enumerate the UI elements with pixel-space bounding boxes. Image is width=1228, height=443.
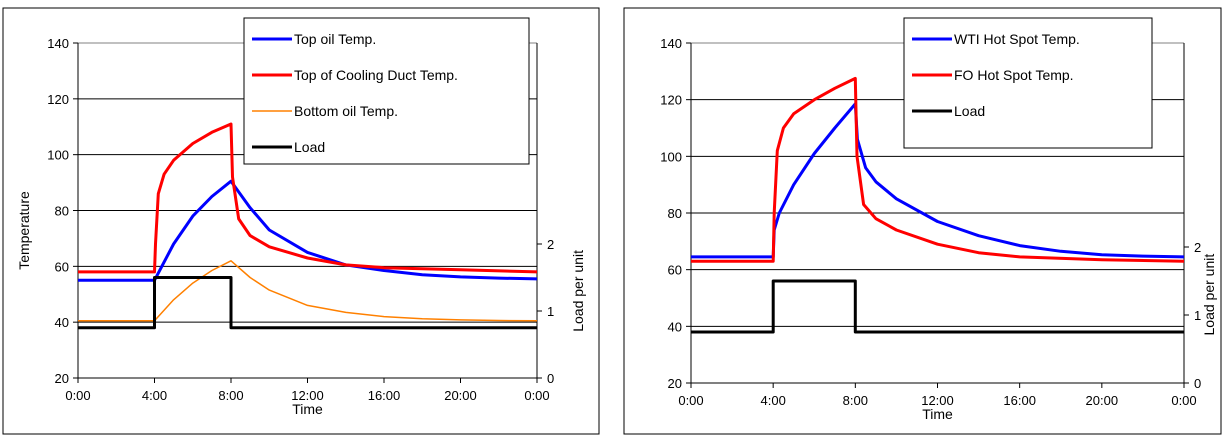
x-tick-label: 12:00: [291, 388, 324, 403]
legend-label: Top oil Temp.: [294, 31, 376, 47]
y-tick-label: 140: [660, 36, 682, 51]
legend-label: Load: [954, 103, 985, 119]
series-line: [78, 260, 538, 322]
y2-tick-label: 2: [547, 237, 554, 252]
y-tick-label: 60: [668, 263, 682, 278]
legend-label: Bottom oil Temp.: [294, 103, 398, 119]
x-tick-label: 0:00: [678, 393, 703, 408]
x-tick-label: 4:00: [761, 393, 786, 408]
y2-tick-label: 1: [547, 304, 554, 319]
x-tick-label: 4:00: [142, 388, 167, 403]
x-axis-title: Time: [292, 401, 323, 417]
y2-tick-label: 1: [1194, 308, 1201, 323]
legend-label: FO Hot Spot Temp.: [954, 67, 1074, 83]
x-tick-label: 16:00: [368, 388, 401, 403]
y-tick-label: 80: [55, 204, 69, 219]
y-tick-label: 40: [55, 315, 69, 330]
series-line: [691, 76, 1185, 263]
y-tick-label: 100: [660, 149, 682, 164]
series-line: [691, 279, 1184, 334]
series-line: [78, 179, 538, 282]
y-tick-label: 140: [47, 36, 69, 51]
legend-box: [243, 17, 530, 165]
y-tick-label: 40: [668, 319, 682, 334]
y2-tick-label: 0: [547, 371, 554, 386]
y-tick-label: 20: [55, 371, 69, 386]
y-tick-label: 20: [668, 376, 682, 391]
x-tick-label: 0:00: [524, 388, 549, 403]
y-tick-label: 60: [55, 259, 69, 274]
x-tick-label: 8:00: [218, 388, 243, 403]
y-tick-label: 100: [47, 148, 69, 163]
y-tick-label: 120: [660, 93, 682, 108]
y-axis-title: Temperature: [16, 191, 32, 270]
legend-label: WTI Hot Spot Temp.: [954, 31, 1080, 47]
series-line: [78, 276, 537, 330]
x-tick-label: 20:00: [444, 388, 477, 403]
series-line: [78, 122, 538, 274]
y-tick-label: 80: [668, 206, 682, 221]
series-line: [691, 102, 1185, 259]
y2-axis-title: Load per unit: [1201, 254, 1217, 336]
chart-panel-left: 20 40 60 80 100 120 140 0 1 2 0:00 4:00 8:00 12:00 16:…: [0, 0, 606, 438]
y2-tick-label: 2: [1194, 240, 1201, 255]
x-tick-label: 20:00: [1086, 393, 1119, 408]
legend-label: Load: [294, 139, 325, 155]
chart-panel-right: 20 40 60 80 100 120 140 0 1 2 0:00 4:00 8:00 12:00 16:…: [614, 0, 1228, 438]
x-tick-label: 16:00: [1003, 393, 1036, 408]
x-tick-label: 0:00: [65, 388, 90, 403]
x-tick-label: 0:00: [1171, 393, 1196, 408]
y2-axis-title: Load per unit: [570, 250, 586, 332]
x-tick-label: 12:00: [921, 393, 954, 408]
x-tick-label: 8:00: [843, 393, 868, 408]
y-tick-label: 120: [47, 92, 69, 107]
y2-tick-label: 0: [1194, 376, 1201, 391]
legend-label: Top of Cooling Duct Temp.: [294, 67, 458, 83]
x-axis-title: Time: [922, 406, 953, 422]
